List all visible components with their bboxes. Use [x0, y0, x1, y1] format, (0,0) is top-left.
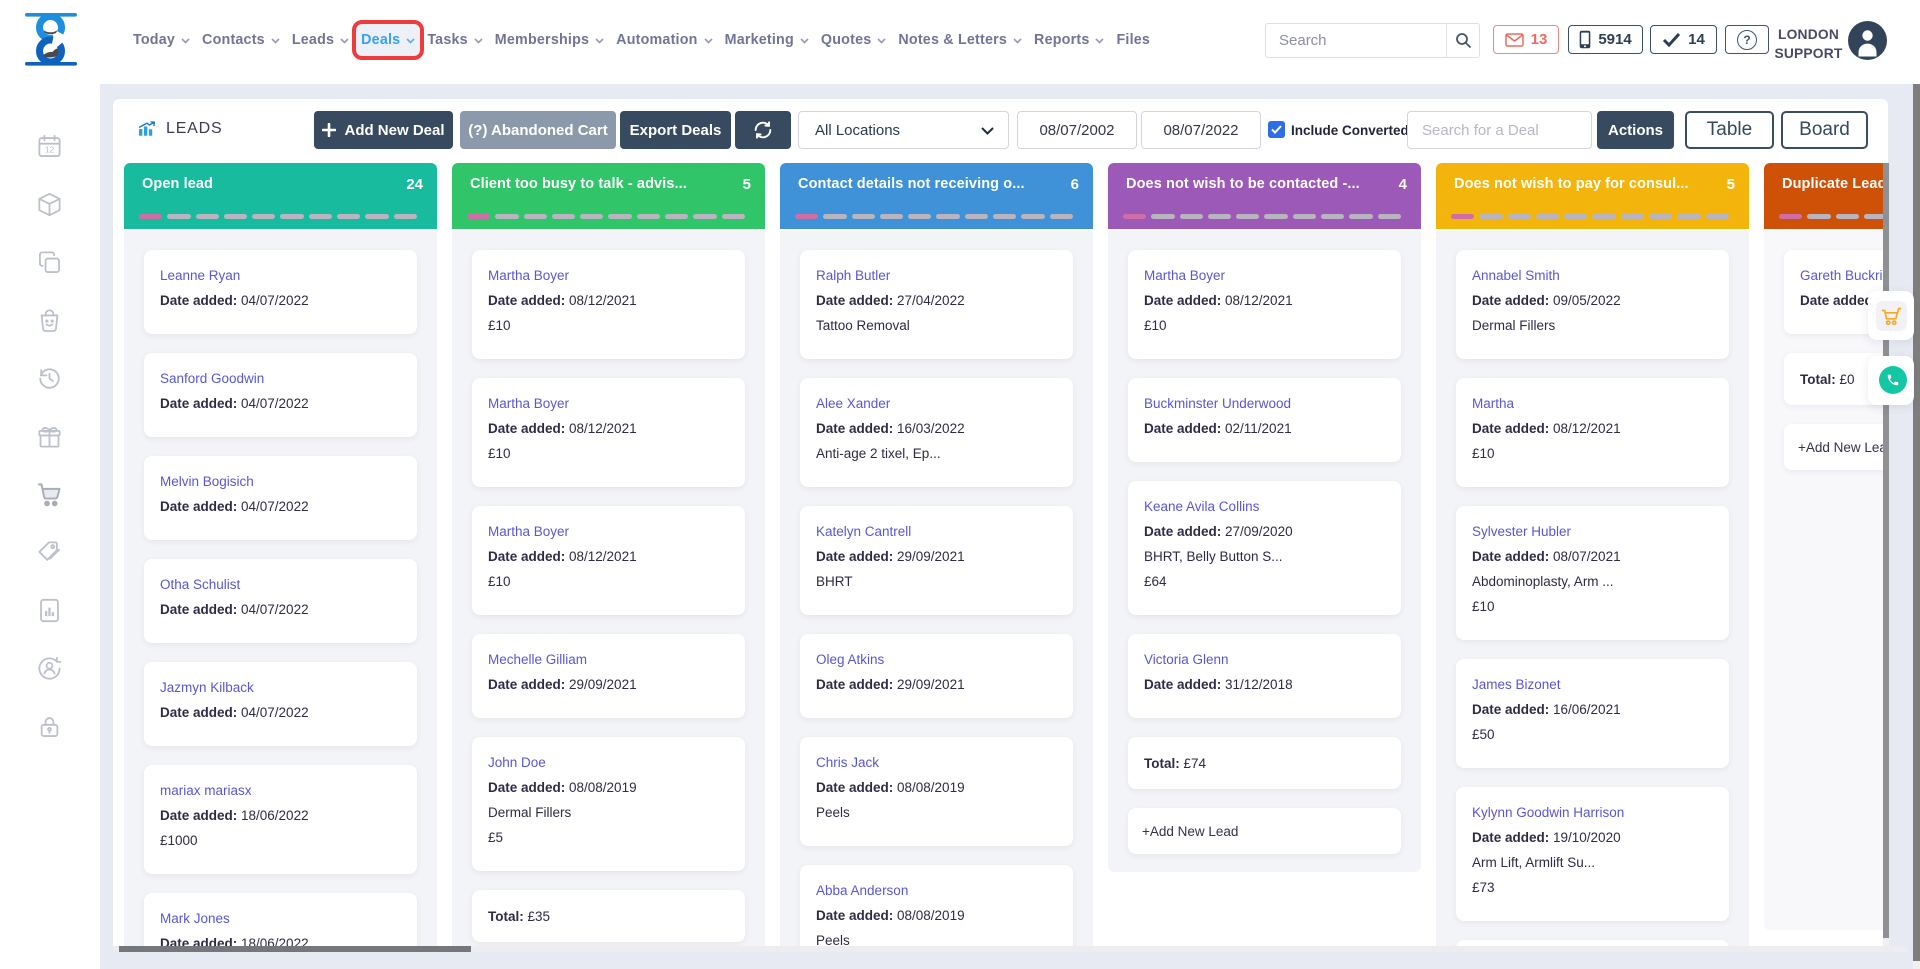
svg-text:12: 12 — [45, 145, 55, 155]
